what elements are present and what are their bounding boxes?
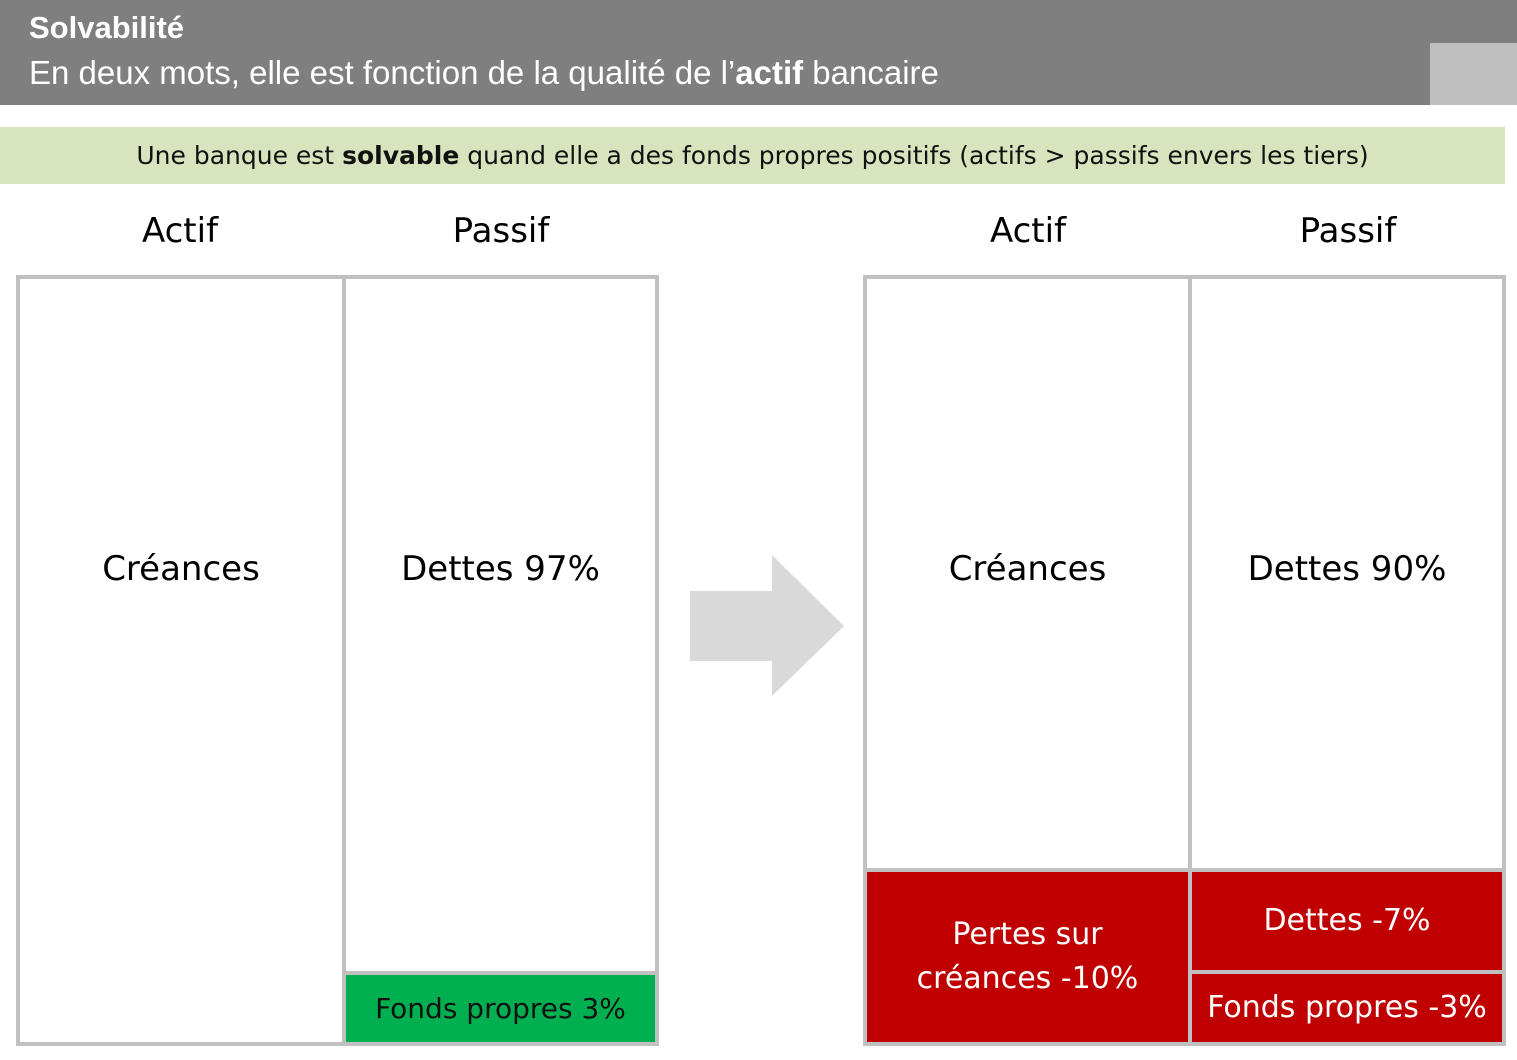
right-fonds-propres-cell: Fonds propres -3% (1192, 974, 1502, 1042)
left-balance-sheet: Créances Dettes 97% Fonds propres 3% (16, 275, 659, 1046)
subtitle-text-end: bancaire (803, 54, 939, 91)
left-creances-cell: Créances (20, 279, 342, 1042)
right-pertes-label-line1: Pertes sur (952, 917, 1103, 952)
right-dettes-cell: Dettes 90% (1192, 279, 1502, 868)
left-passif-heading: Passif (452, 211, 550, 251)
banner-bold-text: solvable (342, 141, 460, 170)
slide-title: Solvabilité (29, 10, 185, 45)
transition-arrow-icon (690, 555, 844, 696)
right-balance-sheet: Créances Dettes 90% Pertes sur créances … (863, 275, 1506, 1046)
left-creances-label: Créances (102, 549, 260, 589)
right-creances-label: Créances (948, 549, 1107, 589)
right-passif-heading: Passif (1299, 211, 1397, 251)
banner-text-end: quand elle a des fonds propres positifs … (459, 141, 1369, 170)
left-fonds-propres-label: Fonds propres 3% (375, 992, 626, 1025)
right-actif-heading: Actif (989, 211, 1067, 251)
right-pertes-cell: Pertes sur créances -10% (867, 872, 1188, 1042)
banner-text: Une banque est (136, 141, 343, 170)
right-dettes-loss-label: Dettes -7% (1263, 903, 1431, 938)
subtitle-bold-text: actif (735, 54, 804, 91)
right-dettes-loss-cell: Dettes -7% (1192, 872, 1502, 970)
right-pertes-label-line2: créances -10% (916, 961, 1139, 996)
left-dettes-label: Dettes 97% (401, 549, 600, 589)
left-dettes-cell: Dettes 97% (346, 279, 655, 971)
slide-header: Solvabilité En deux mots, elle est fonct… (0, 0, 1517, 105)
definition-banner: Une banque est solvable quand elle a des… (0, 127, 1505, 184)
left-fonds-propres-cell: Fonds propres 3% (346, 975, 655, 1042)
right-dettes-label: Dettes 90% (1247, 549, 1447, 589)
subtitle-text: En deux mots, elle est fonction de la qu… (29, 54, 736, 91)
right-creances-cell: Créances (867, 279, 1188, 868)
header-accent-block (1430, 43, 1517, 105)
right-fonds-propres-label: Fonds propres -3% (1207, 990, 1487, 1025)
slide-subtitle: En deux mots, elle est fonction de la qu… (29, 52, 939, 94)
left-actif-heading: Actif (141, 211, 219, 251)
